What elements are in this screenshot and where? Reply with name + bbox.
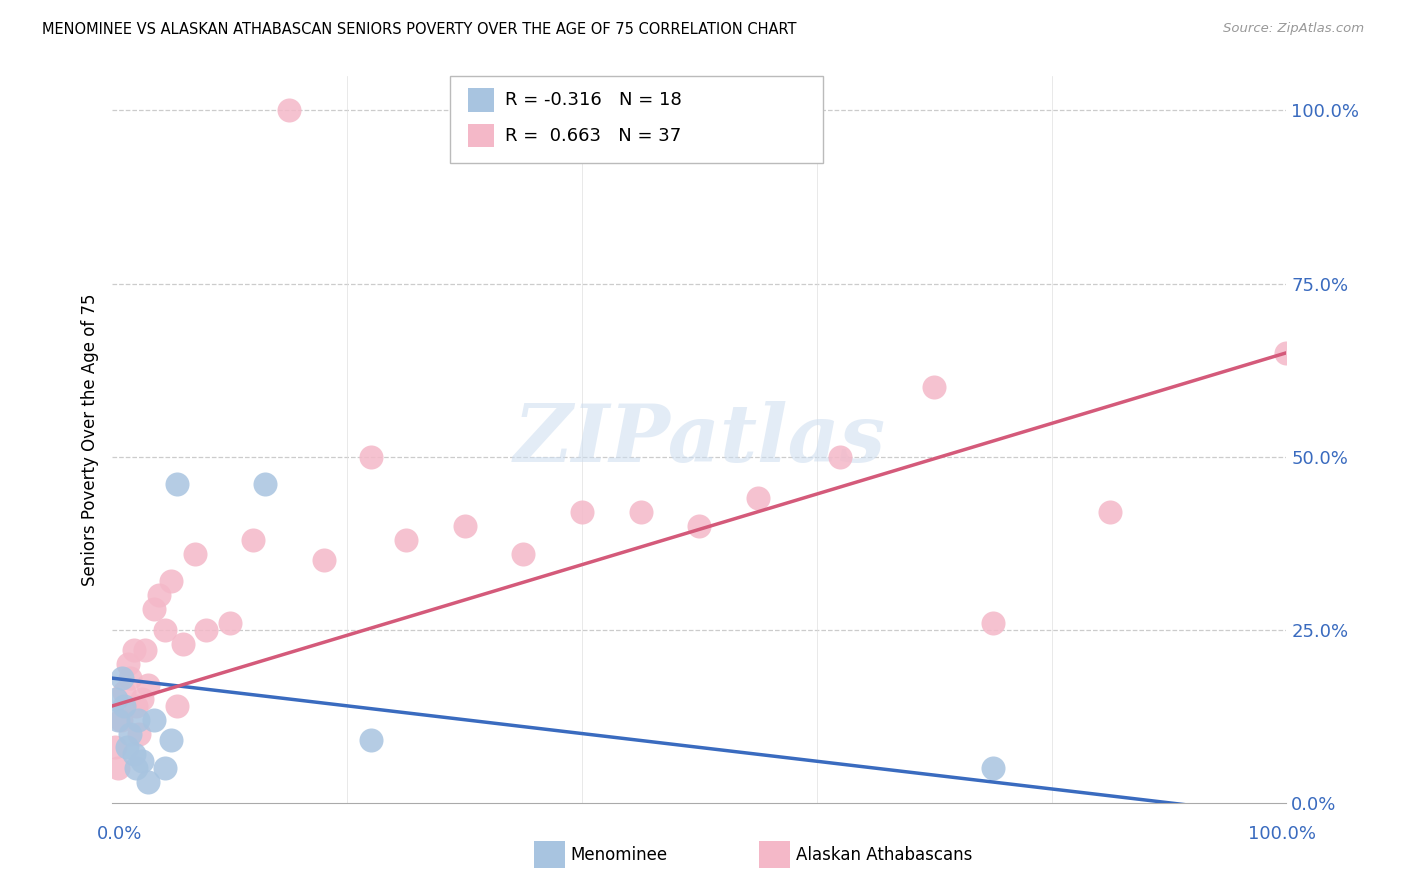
- Point: [981, 761, 1004, 775]
- Point: [571, 505, 593, 519]
- Point: [312, 553, 335, 567]
- Point: [630, 505, 652, 519]
- Point: [360, 450, 382, 464]
- Point: [122, 747, 145, 762]
- Text: R = -0.316   N = 18: R = -0.316 N = 18: [505, 91, 682, 109]
- Point: [131, 692, 153, 706]
- Text: R =  0.663   N = 37: R = 0.663 N = 37: [505, 127, 681, 145]
- Point: [277, 103, 299, 118]
- Text: Alaskan Athabascans: Alaskan Athabascans: [796, 846, 972, 863]
- Text: Menominee: Menominee: [571, 846, 668, 863]
- Point: [512, 547, 534, 561]
- Point: [125, 698, 148, 713]
- Point: [120, 671, 142, 685]
- Point: [111, 671, 134, 685]
- Point: [110, 713, 132, 727]
- Point: [105, 692, 128, 706]
- Point: [830, 450, 852, 464]
- Point: [127, 713, 149, 727]
- Text: MENOMINEE VS ALASKAN ATHABASCAN SENIORS POVERTY OVER THE AGE OF 75 CORRELATION C: MENOMINEE VS ALASKAN ATHABASCAN SENIORS …: [42, 22, 797, 37]
- Point: [136, 678, 159, 692]
- Point: [242, 533, 264, 547]
- Point: [107, 713, 129, 727]
- Point: [155, 623, 177, 637]
- Point: [107, 761, 129, 775]
- Point: [117, 657, 139, 672]
- Point: [219, 615, 242, 630]
- Point: [747, 491, 769, 505]
- Point: [142, 713, 165, 727]
- Y-axis label: Seniors Poverty Over the Age of 75: Seniors Poverty Over the Age of 75: [80, 293, 98, 585]
- Point: [689, 519, 711, 533]
- Text: Source: ZipAtlas.com: Source: ZipAtlas.com: [1223, 22, 1364, 36]
- Point: [172, 636, 194, 650]
- Point: [183, 547, 205, 561]
- Point: [981, 615, 1004, 630]
- Text: 100.0%: 100.0%: [1249, 825, 1316, 843]
- Point: [166, 477, 188, 491]
- Point: [453, 519, 475, 533]
- Point: [166, 698, 188, 713]
- Point: [112, 685, 135, 699]
- Point: [112, 698, 135, 713]
- Point: [160, 733, 183, 747]
- Point: [134, 643, 156, 657]
- Point: [155, 761, 177, 775]
- Point: [160, 574, 183, 589]
- Text: ZIPatlas: ZIPatlas: [513, 401, 886, 478]
- Point: [148, 588, 170, 602]
- Point: [136, 775, 159, 789]
- Point: [924, 380, 946, 394]
- Point: [125, 761, 148, 775]
- Point: [120, 726, 142, 740]
- Point: [122, 643, 145, 657]
- Point: [104, 740, 127, 755]
- Point: [360, 733, 382, 747]
- Text: 0.0%: 0.0%: [97, 825, 142, 843]
- Point: [395, 533, 418, 547]
- Point: [1099, 505, 1122, 519]
- Point: [254, 477, 277, 491]
- Point: [1275, 345, 1298, 359]
- Point: [131, 754, 153, 768]
- Point: [128, 726, 150, 740]
- Point: [142, 602, 165, 616]
- Point: [195, 623, 218, 637]
- Point: [115, 740, 138, 755]
